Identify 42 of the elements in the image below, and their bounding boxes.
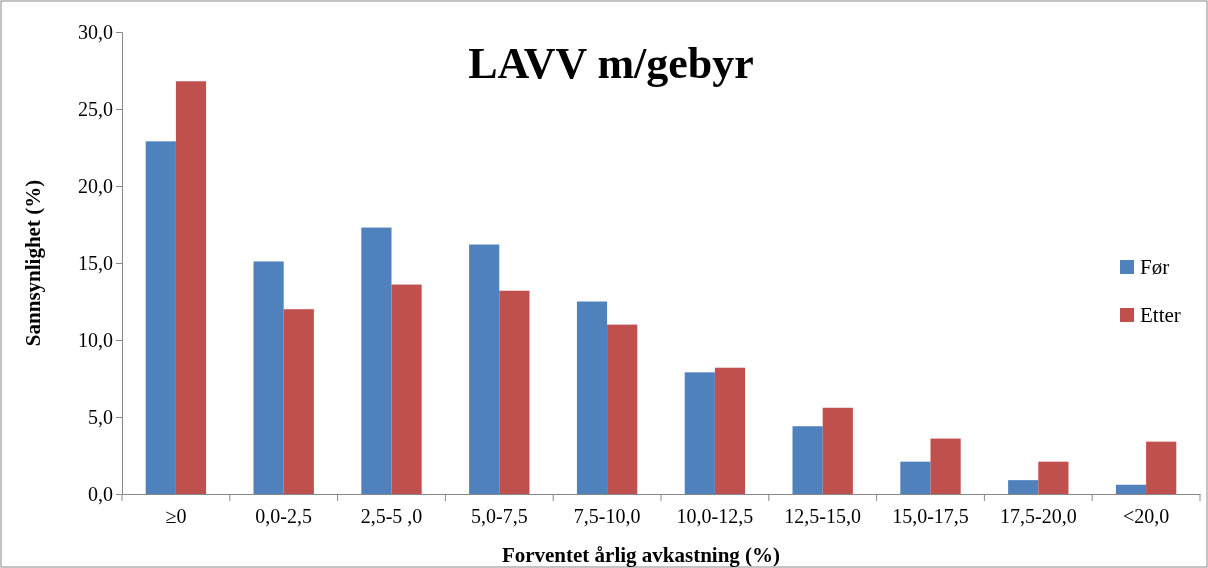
y-tick-label: 25,0 <box>78 97 113 120</box>
bar <box>792 426 823 494</box>
x-tick-label: <20,0 <box>1122 505 1170 527</box>
y-tick-label: 15,0 <box>78 251 113 274</box>
x-tick-label: 17,5-20,0 <box>999 505 1077 527</box>
bar <box>283 309 314 494</box>
y-tick-label: 20,0 <box>78 174 113 197</box>
x-tick-label: 7,5-10,0 <box>573 505 641 527</box>
bar <box>900 461 931 494</box>
x-tick-label: 12,5-15,0 <box>784 505 862 527</box>
x-tick-label: 2,5-5 ,0 <box>360 505 423 527</box>
x-tick-label: 5,0-7,5 <box>470 505 528 527</box>
y-tick-label: 5,0 <box>88 405 113 428</box>
y-tick-label: 30,0 <box>78 20 113 43</box>
bar <box>499 290 530 494</box>
bar <box>714 367 746 494</box>
bar <box>391 284 422 494</box>
bar <box>1008 480 1039 494</box>
bar <box>361 227 392 494</box>
bar <box>175 81 207 494</box>
bar <box>1115 484 1147 494</box>
bar <box>576 301 608 494</box>
y-tick-label: 10,0 <box>78 328 113 351</box>
bar <box>684 372 715 494</box>
bar <box>1146 441 1177 494</box>
bar <box>607 324 638 494</box>
x-tick-label: 10,0-12,5 <box>676 505 754 527</box>
chart-title: LAVV m/gebyr <box>468 39 754 88</box>
bar <box>253 261 284 494</box>
bar <box>145 141 176 494</box>
bar <box>469 244 500 494</box>
x-axis-title: Forventet årlig avkastning (%) <box>501 543 781 567</box>
bar <box>1038 461 1069 494</box>
bar <box>930 438 961 494</box>
legend-label: Før <box>1140 255 1170 279</box>
y-axis-title: Sannsynlighet (%) <box>21 179 45 347</box>
x-tick-label: 0,0-2,5 <box>255 505 313 527</box>
legend-label: Etter <box>1140 303 1181 327</box>
y-tick-label: 0,0 <box>88 482 113 505</box>
x-tick-label: ≥0 <box>165 505 187 527</box>
x-tick-label: 15,0-17,5 <box>892 505 969 527</box>
bar <box>822 407 853 494</box>
